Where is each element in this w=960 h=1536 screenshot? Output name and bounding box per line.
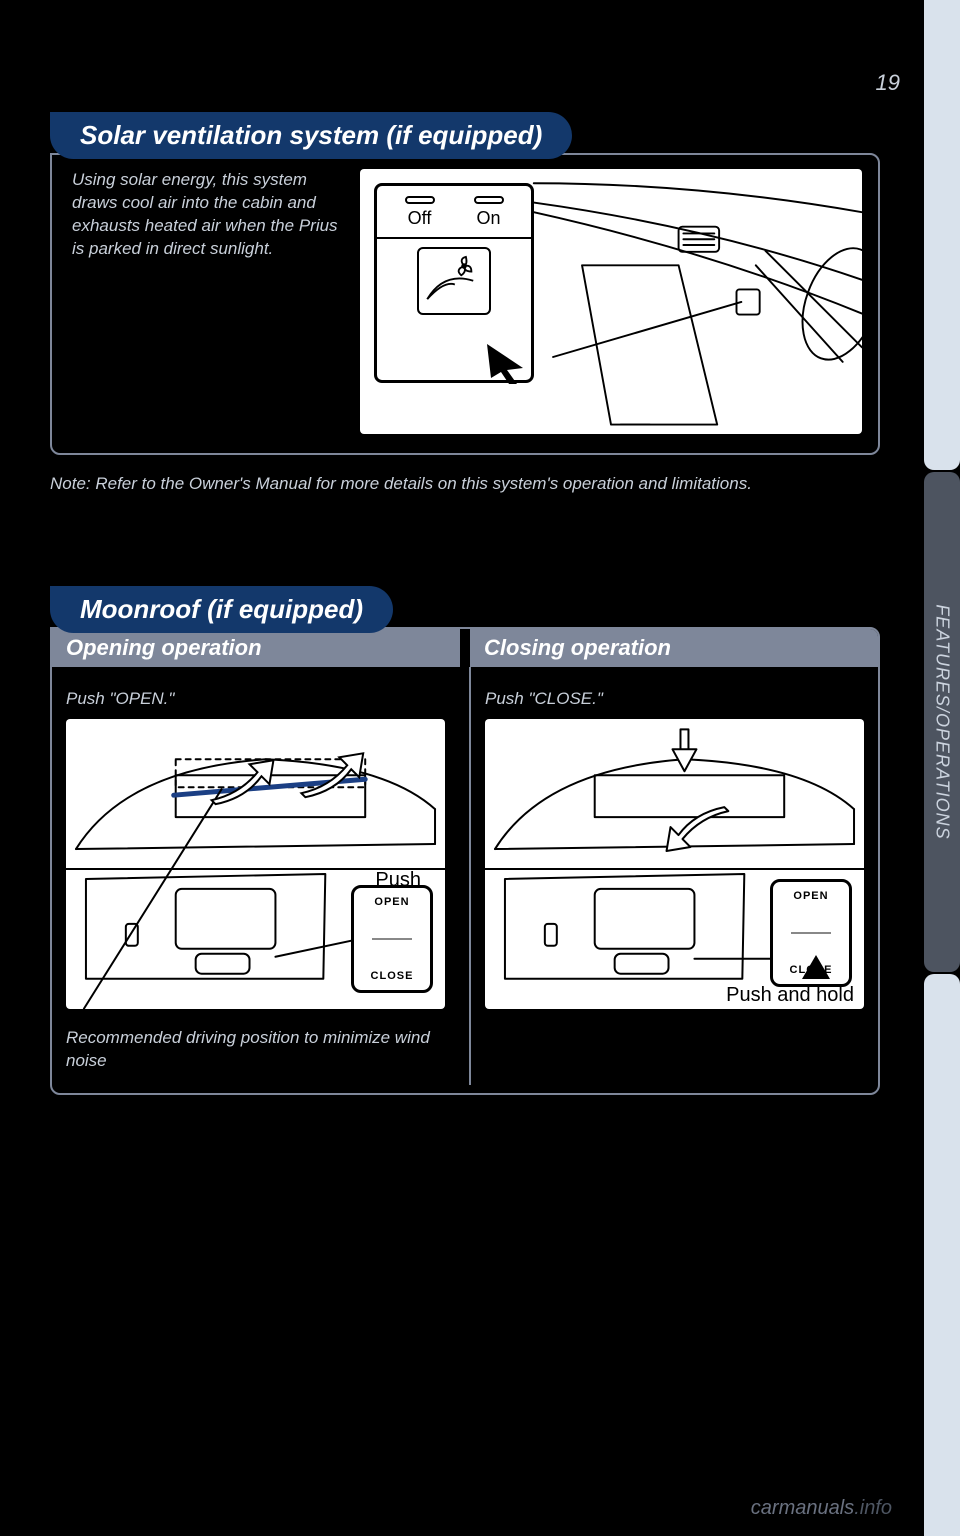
- cursor-arrow-icon: [487, 334, 541, 384]
- solar-vent-button[interactable]: [417, 247, 491, 315]
- switch-open-label-2: OPEN: [793, 890, 828, 902]
- solar-switch-callout: Off On: [374, 183, 534, 383]
- moonroof-section: Moonroof (if equipped) Opening operation…: [0, 586, 960, 1095]
- solar-note: Note: Refer to the Owner's Manual for mo…: [50, 473, 880, 496]
- solar-figure: Off On: [360, 169, 862, 434]
- on-slot: [474, 196, 504, 204]
- section-title-solar: Solar ventilation system (if equipped): [50, 112, 572, 159]
- closing-column: Push "CLOSE.": [469, 667, 878, 1085]
- on-label: On: [476, 208, 500, 229]
- watermark-text: carmanuals: [751, 1497, 854, 1519]
- opening-column: Push "OPEN.": [52, 667, 459, 1085]
- moonroof-panel: Opening operation Closing operation Push…: [50, 627, 880, 1095]
- fan-icon: [425, 255, 481, 301]
- section-title-moonroof: Moonroof (if equipped): [50, 586, 393, 633]
- off-slot: [405, 196, 435, 204]
- closing-figure: OPEN CLOSE Push and hold: [485, 719, 864, 1009]
- opening-lead: Push "OPEN.": [66, 689, 445, 709]
- watermark: carmanuals.info: [751, 1497, 892, 1520]
- off-label: Off: [408, 208, 432, 229]
- switch-open-label: OPEN: [374, 896, 409, 908]
- page-number: 19: [876, 70, 900, 96]
- opening-figure: Push OPEN CLOSE: [66, 719, 445, 1009]
- closing-lead: Push "CLOSE.": [485, 689, 864, 709]
- moonroof-switch-open[interactable]: OPEN CLOSE: [351, 885, 433, 993]
- push-label-close: Push and hold: [726, 984, 854, 1007]
- solar-panel: Using solar energy, this system draws co…: [50, 153, 880, 455]
- closing-heading: Closing operation: [470, 629, 878, 667]
- solar-ventilation-section: Solar ventilation system (if equipped) U…: [0, 112, 960, 496]
- switch-close-label: CLOSE: [371, 970, 414, 982]
- solar-body-text: Using solar energy, this system draws co…: [72, 169, 342, 434]
- switch-divider-2: [791, 932, 831, 934]
- opening-heading: Opening operation: [52, 629, 460, 667]
- opening-caption: Recommended driving position to minimize…: [66, 1027, 445, 1073]
- watermark-suffix: .info: [854, 1497, 892, 1519]
- switch-divider: [372, 938, 412, 940]
- push-arrow-up-icon: [802, 955, 830, 979]
